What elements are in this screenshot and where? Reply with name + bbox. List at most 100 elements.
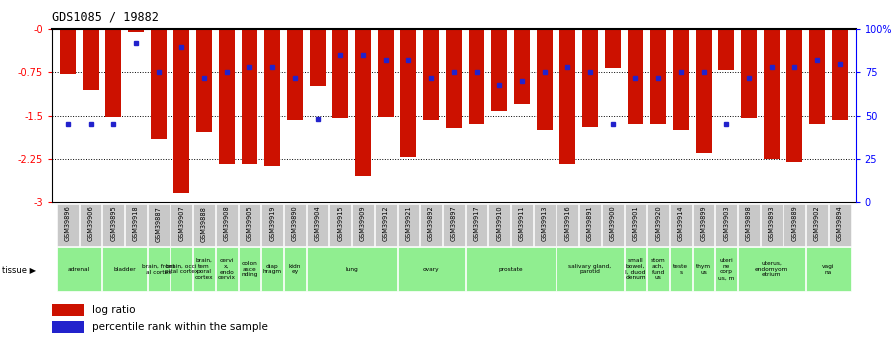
Bar bbox=[332, 29, 349, 118]
Text: vagi
na: vagi na bbox=[823, 264, 835, 275]
Bar bbox=[534, 204, 556, 246]
Bar bbox=[262, 247, 283, 291]
Bar bbox=[284, 247, 306, 291]
Text: GSM39902: GSM39902 bbox=[814, 206, 820, 242]
Text: stom
ach,
fund
us: stom ach, fund us bbox=[650, 258, 666, 280]
Bar bbox=[806, 204, 828, 246]
Text: colon
asce
nding: colon asce nding bbox=[241, 261, 258, 277]
Bar bbox=[647, 204, 669, 246]
Text: uterus,
endomyom
etrium: uterus, endomyom etrium bbox=[755, 261, 788, 277]
Bar bbox=[719, 29, 734, 70]
Bar bbox=[306, 204, 329, 246]
Text: GSM39906: GSM39906 bbox=[88, 206, 93, 242]
Bar bbox=[556, 204, 578, 246]
Bar bbox=[306, 247, 397, 291]
Bar bbox=[82, 29, 99, 90]
Text: cervi
x,
endo
cervix: cervi x, endo cervix bbox=[218, 258, 236, 280]
Text: bladder: bladder bbox=[113, 267, 136, 272]
Bar bbox=[378, 29, 393, 117]
Bar bbox=[670, 204, 692, 246]
Bar bbox=[170, 204, 193, 246]
Bar bbox=[52, 304, 84, 316]
Bar bbox=[647, 247, 669, 291]
Bar bbox=[809, 29, 825, 124]
Bar bbox=[466, 204, 487, 246]
Bar bbox=[194, 204, 215, 246]
Text: lung: lung bbox=[345, 267, 358, 272]
Text: GSM39891: GSM39891 bbox=[587, 206, 593, 242]
Text: GSM39909: GSM39909 bbox=[360, 206, 366, 242]
Text: GSM39889: GSM39889 bbox=[791, 206, 797, 242]
Bar bbox=[488, 204, 510, 246]
Text: GSM39892: GSM39892 bbox=[428, 206, 435, 242]
Bar bbox=[715, 204, 737, 246]
Bar bbox=[787, 29, 802, 161]
Bar bbox=[194, 247, 215, 291]
Text: GDS1085 / 19882: GDS1085 / 19882 bbox=[52, 10, 159, 23]
Text: GSM39919: GSM39919 bbox=[269, 206, 275, 241]
Bar bbox=[738, 204, 760, 246]
Bar bbox=[287, 29, 303, 120]
Bar bbox=[106, 29, 121, 117]
Text: GSM39912: GSM39912 bbox=[383, 206, 389, 242]
Text: GSM39907: GSM39907 bbox=[178, 206, 185, 242]
Text: GSM39899: GSM39899 bbox=[701, 206, 707, 242]
Bar bbox=[238, 247, 261, 291]
Bar bbox=[741, 29, 757, 118]
Text: brain, occi
pital cortex: brain, occi pital cortex bbox=[165, 264, 198, 275]
Bar bbox=[514, 29, 530, 104]
Text: GSM39921: GSM39921 bbox=[405, 206, 411, 242]
Bar bbox=[673, 29, 689, 130]
Bar bbox=[602, 204, 624, 246]
Bar bbox=[579, 204, 601, 246]
Text: GSM39913: GSM39913 bbox=[542, 206, 547, 241]
Text: GSM39904: GSM39904 bbox=[314, 206, 321, 242]
Bar bbox=[401, 29, 417, 157]
Bar bbox=[829, 204, 850, 246]
Text: GSM39917: GSM39917 bbox=[473, 206, 479, 242]
Text: thym
us: thym us bbox=[696, 264, 711, 275]
Bar bbox=[80, 204, 101, 246]
Text: GSM39914: GSM39914 bbox=[678, 206, 684, 242]
Text: GSM39896: GSM39896 bbox=[65, 206, 71, 242]
Bar bbox=[627, 29, 643, 124]
Bar bbox=[284, 204, 306, 246]
Bar bbox=[806, 247, 850, 291]
Text: teste
s: teste s bbox=[673, 264, 688, 275]
Text: GSM39918: GSM39918 bbox=[133, 206, 139, 242]
Bar bbox=[174, 29, 189, 193]
Bar bbox=[650, 29, 666, 124]
Bar bbox=[423, 29, 439, 120]
Bar bbox=[170, 247, 193, 291]
Bar bbox=[761, 204, 782, 246]
Bar bbox=[693, 204, 714, 246]
Text: GSM39890: GSM39890 bbox=[292, 206, 297, 242]
Bar bbox=[398, 247, 465, 291]
Text: percentile rank within the sample: percentile rank within the sample bbox=[92, 322, 268, 332]
Text: GSM39903: GSM39903 bbox=[723, 206, 729, 242]
Text: brain,
tem
poral
cortex: brain, tem poral cortex bbox=[194, 258, 213, 280]
Bar bbox=[783, 204, 806, 246]
Bar bbox=[625, 247, 646, 291]
Bar bbox=[605, 29, 621, 68]
Bar bbox=[52, 321, 84, 333]
Bar bbox=[151, 29, 167, 139]
Bar bbox=[491, 29, 507, 111]
Text: GSM39894: GSM39894 bbox=[837, 206, 843, 242]
Bar bbox=[125, 204, 147, 246]
Text: GSM39887: GSM39887 bbox=[156, 206, 161, 242]
Text: GSM39920: GSM39920 bbox=[655, 206, 661, 242]
Bar bbox=[242, 29, 257, 165]
Text: ovary: ovary bbox=[423, 267, 439, 272]
Bar bbox=[398, 204, 419, 246]
Bar bbox=[102, 247, 147, 291]
Bar bbox=[715, 247, 737, 291]
Text: GSM39898: GSM39898 bbox=[746, 206, 752, 242]
Bar bbox=[443, 204, 465, 246]
Bar bbox=[148, 247, 169, 291]
Text: tissue ▶: tissue ▶ bbox=[2, 265, 36, 274]
Bar bbox=[57, 204, 79, 246]
Text: brain, front
al cortex: brain, front al cortex bbox=[142, 264, 175, 275]
Bar bbox=[582, 29, 598, 127]
Bar bbox=[695, 29, 711, 153]
